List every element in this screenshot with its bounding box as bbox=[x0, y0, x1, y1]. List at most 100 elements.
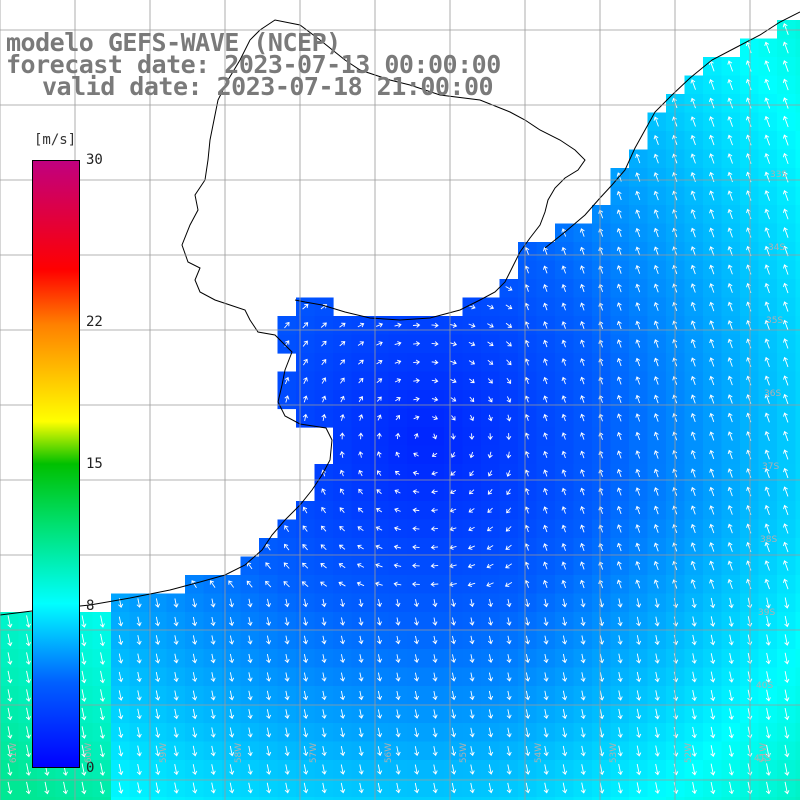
wind-arrow bbox=[99, 633, 105, 647]
wind-arrow bbox=[580, 708, 586, 720]
wind-arrow bbox=[764, 467, 770, 478]
wind-arrow bbox=[414, 709, 420, 719]
wind-arrow bbox=[543, 413, 548, 422]
wind-arrow bbox=[561, 376, 567, 385]
wind-cell bbox=[795, 334, 800, 354]
wind-arrow bbox=[488, 396, 493, 403]
wind-arrow bbox=[7, 689, 13, 702]
wind-cell bbox=[795, 297, 800, 317]
wind-arrow bbox=[617, 727, 623, 738]
wind-arrow bbox=[266, 690, 272, 701]
wind-arrow bbox=[377, 690, 383, 701]
wind-cell bbox=[0, 797, 20, 800]
wind-arrow bbox=[266, 727, 272, 738]
wind-arrow bbox=[468, 508, 475, 513]
wind-arrow bbox=[339, 488, 345, 495]
wind-arrow bbox=[764, 282, 770, 294]
wind-arrow bbox=[229, 598, 235, 608]
wind-arrow bbox=[358, 359, 364, 365]
wind-arrow bbox=[764, 301, 770, 312]
wind-arrow bbox=[284, 672, 290, 682]
wind-arrow bbox=[764, 134, 771, 146]
wind-arrow bbox=[783, 449, 789, 460]
wind-arrow bbox=[247, 617, 253, 627]
wind-arrow bbox=[745, 97, 752, 109]
wind-arrow bbox=[357, 341, 365, 346]
wind-arrow bbox=[765, 652, 771, 665]
wind-arrow bbox=[247, 727, 253, 738]
wind-cell bbox=[222, 797, 242, 800]
wind-arrow bbox=[690, 449, 696, 459]
wind-arrow bbox=[340, 782, 346, 794]
wind-arrow bbox=[25, 726, 31, 739]
wind-arrow bbox=[784, 744, 790, 758]
wind-arrow bbox=[118, 690, 124, 701]
wind-arrow bbox=[488, 727, 494, 738]
wind-arrow bbox=[284, 727, 290, 738]
wind-arrow bbox=[690, 505, 696, 515]
wind-arrow bbox=[357, 544, 364, 550]
wind-arrow bbox=[467, 545, 475, 550]
wind-arrow bbox=[617, 782, 623, 794]
wind-arrow bbox=[653, 579, 659, 589]
wind-arrow bbox=[321, 782, 327, 794]
wind-arrow bbox=[25, 670, 31, 684]
wind-arrow bbox=[488, 764, 494, 775]
wind-arrow bbox=[173, 653, 179, 664]
wind-arrow bbox=[375, 581, 383, 587]
wind-arrow bbox=[173, 635, 179, 645]
wind-arrow bbox=[303, 377, 308, 384]
wind-arrow bbox=[155, 598, 161, 608]
wind-arrow bbox=[764, 97, 771, 109]
latitude-label: 39S bbox=[758, 608, 776, 618]
wind-arrow bbox=[136, 653, 142, 664]
longitude-label: 55W bbox=[459, 742, 470, 764]
colorbar bbox=[32, 160, 80, 768]
wind-arrow bbox=[450, 452, 456, 458]
wind-arrow bbox=[469, 617, 475, 626]
wind-arrow bbox=[412, 322, 421, 328]
wind-arrow bbox=[431, 452, 438, 457]
wind-arrow bbox=[247, 690, 253, 701]
wind-arrow bbox=[99, 707, 105, 721]
wind-arrow bbox=[431, 322, 439, 328]
wind-arrow bbox=[579, 542, 585, 552]
wind-arrow bbox=[690, 394, 696, 404]
wind-arrow bbox=[468, 341, 476, 347]
wind-cell bbox=[758, 797, 778, 800]
wind-cell bbox=[259, 797, 279, 800]
wind-arrow bbox=[580, 727, 586, 738]
wind-cell bbox=[795, 630, 800, 650]
wind-arrow bbox=[25, 615, 31, 628]
wind-arrow bbox=[228, 580, 235, 588]
wind-arrow bbox=[81, 689, 87, 702]
wind-arrow bbox=[414, 690, 420, 701]
wind-arrow bbox=[728, 726, 734, 739]
wind-cell bbox=[795, 427, 800, 447]
wind-arrow bbox=[339, 598, 345, 608]
wind-cell bbox=[795, 390, 800, 410]
wind-arrow bbox=[469, 378, 475, 384]
wind-arrow bbox=[81, 744, 87, 758]
wind-arrow bbox=[654, 690, 660, 701]
wind-cell bbox=[74, 797, 94, 800]
wind-arrow bbox=[782, 578, 789, 590]
wind-arrow bbox=[728, 781, 734, 795]
wind-arrow bbox=[413, 599, 419, 608]
wind-arrow bbox=[654, 598, 660, 608]
wind-arrow bbox=[229, 635, 235, 645]
wind-arrow bbox=[450, 599, 456, 608]
wind-arrow bbox=[192, 653, 198, 664]
wind-arrow bbox=[709, 486, 715, 497]
wind-arrow bbox=[764, 449, 770, 460]
wind-arrow bbox=[784, 707, 790, 721]
wind-arrow bbox=[395, 746, 401, 757]
wind-arrow bbox=[173, 782, 179, 794]
wind-arrow bbox=[266, 709, 272, 720]
wind-arrow bbox=[284, 321, 290, 329]
wind-arrow bbox=[782, 97, 789, 109]
wind-arrow bbox=[710, 653, 716, 665]
wind-cell bbox=[795, 482, 800, 502]
wind-arrow bbox=[488, 690, 494, 701]
wind-arrow bbox=[506, 598, 512, 608]
